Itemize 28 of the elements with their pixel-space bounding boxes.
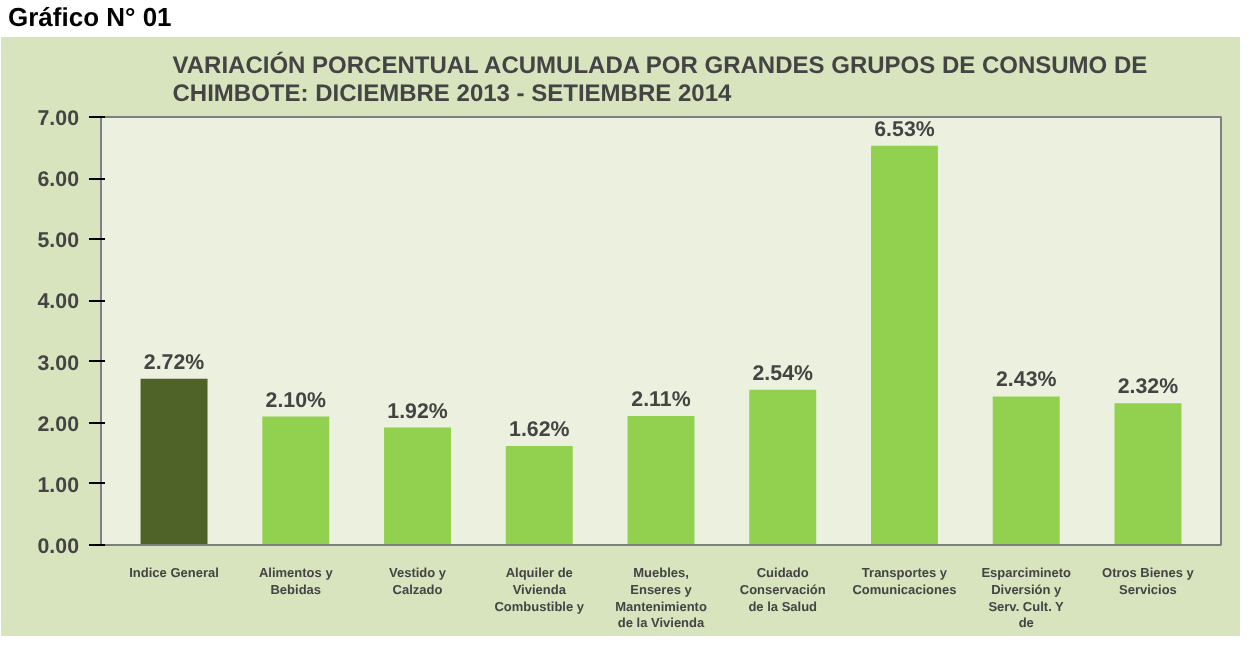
bar: [384, 427, 451, 545]
text: Gráfico N° 01: [8, 0, 172, 36]
bar: [505, 445, 573, 545]
y-tick-label: 2.00: [37, 412, 80, 437]
y-tick-label: 3.00: [37, 351, 80, 376]
y-tick-label: 4.00: [37, 290, 80, 315]
y-tick-label: 7.00: [37, 107, 80, 131]
y-tick-label: 0.00: [37, 535, 80, 559]
data-label: 2.10%: [265, 388, 328, 413]
data-label: 2.11%: [631, 387, 692, 412]
bar: [871, 145, 938, 545]
y-tick-label: 5.00: [37, 229, 80, 254]
bar: [262, 416, 330, 545]
bar: [627, 415, 695, 545]
data-label: 2.32%: [1117, 375, 1180, 400]
data-label: 1.62%: [509, 417, 571, 442]
data-label: 6.53%: [874, 117, 936, 142]
data-label: 2.54%: [752, 361, 814, 386]
chart-title: VARIACIÓN PORCENTUAL ACUMULADA POR GRANDES GRUPOS DE CONSUMO DE CHIMBOTE: DICIEMBRE 2013 - SETIEMBRE 2014: [172, 51, 1148, 107]
bar: [992, 396, 1060, 545]
bar: [749, 389, 817, 545]
data-label: 2.72%: [143, 350, 206, 375]
bar: [1114, 403, 1182, 545]
y-tick-label: 1.00: [37, 473, 80, 498]
data-label: 1.92%: [387, 399, 449, 424]
data-label: 2.43%: [996, 368, 1058, 393]
y-tick-label: 6.00: [37, 168, 80, 193]
bar: [140, 378, 208, 545]
